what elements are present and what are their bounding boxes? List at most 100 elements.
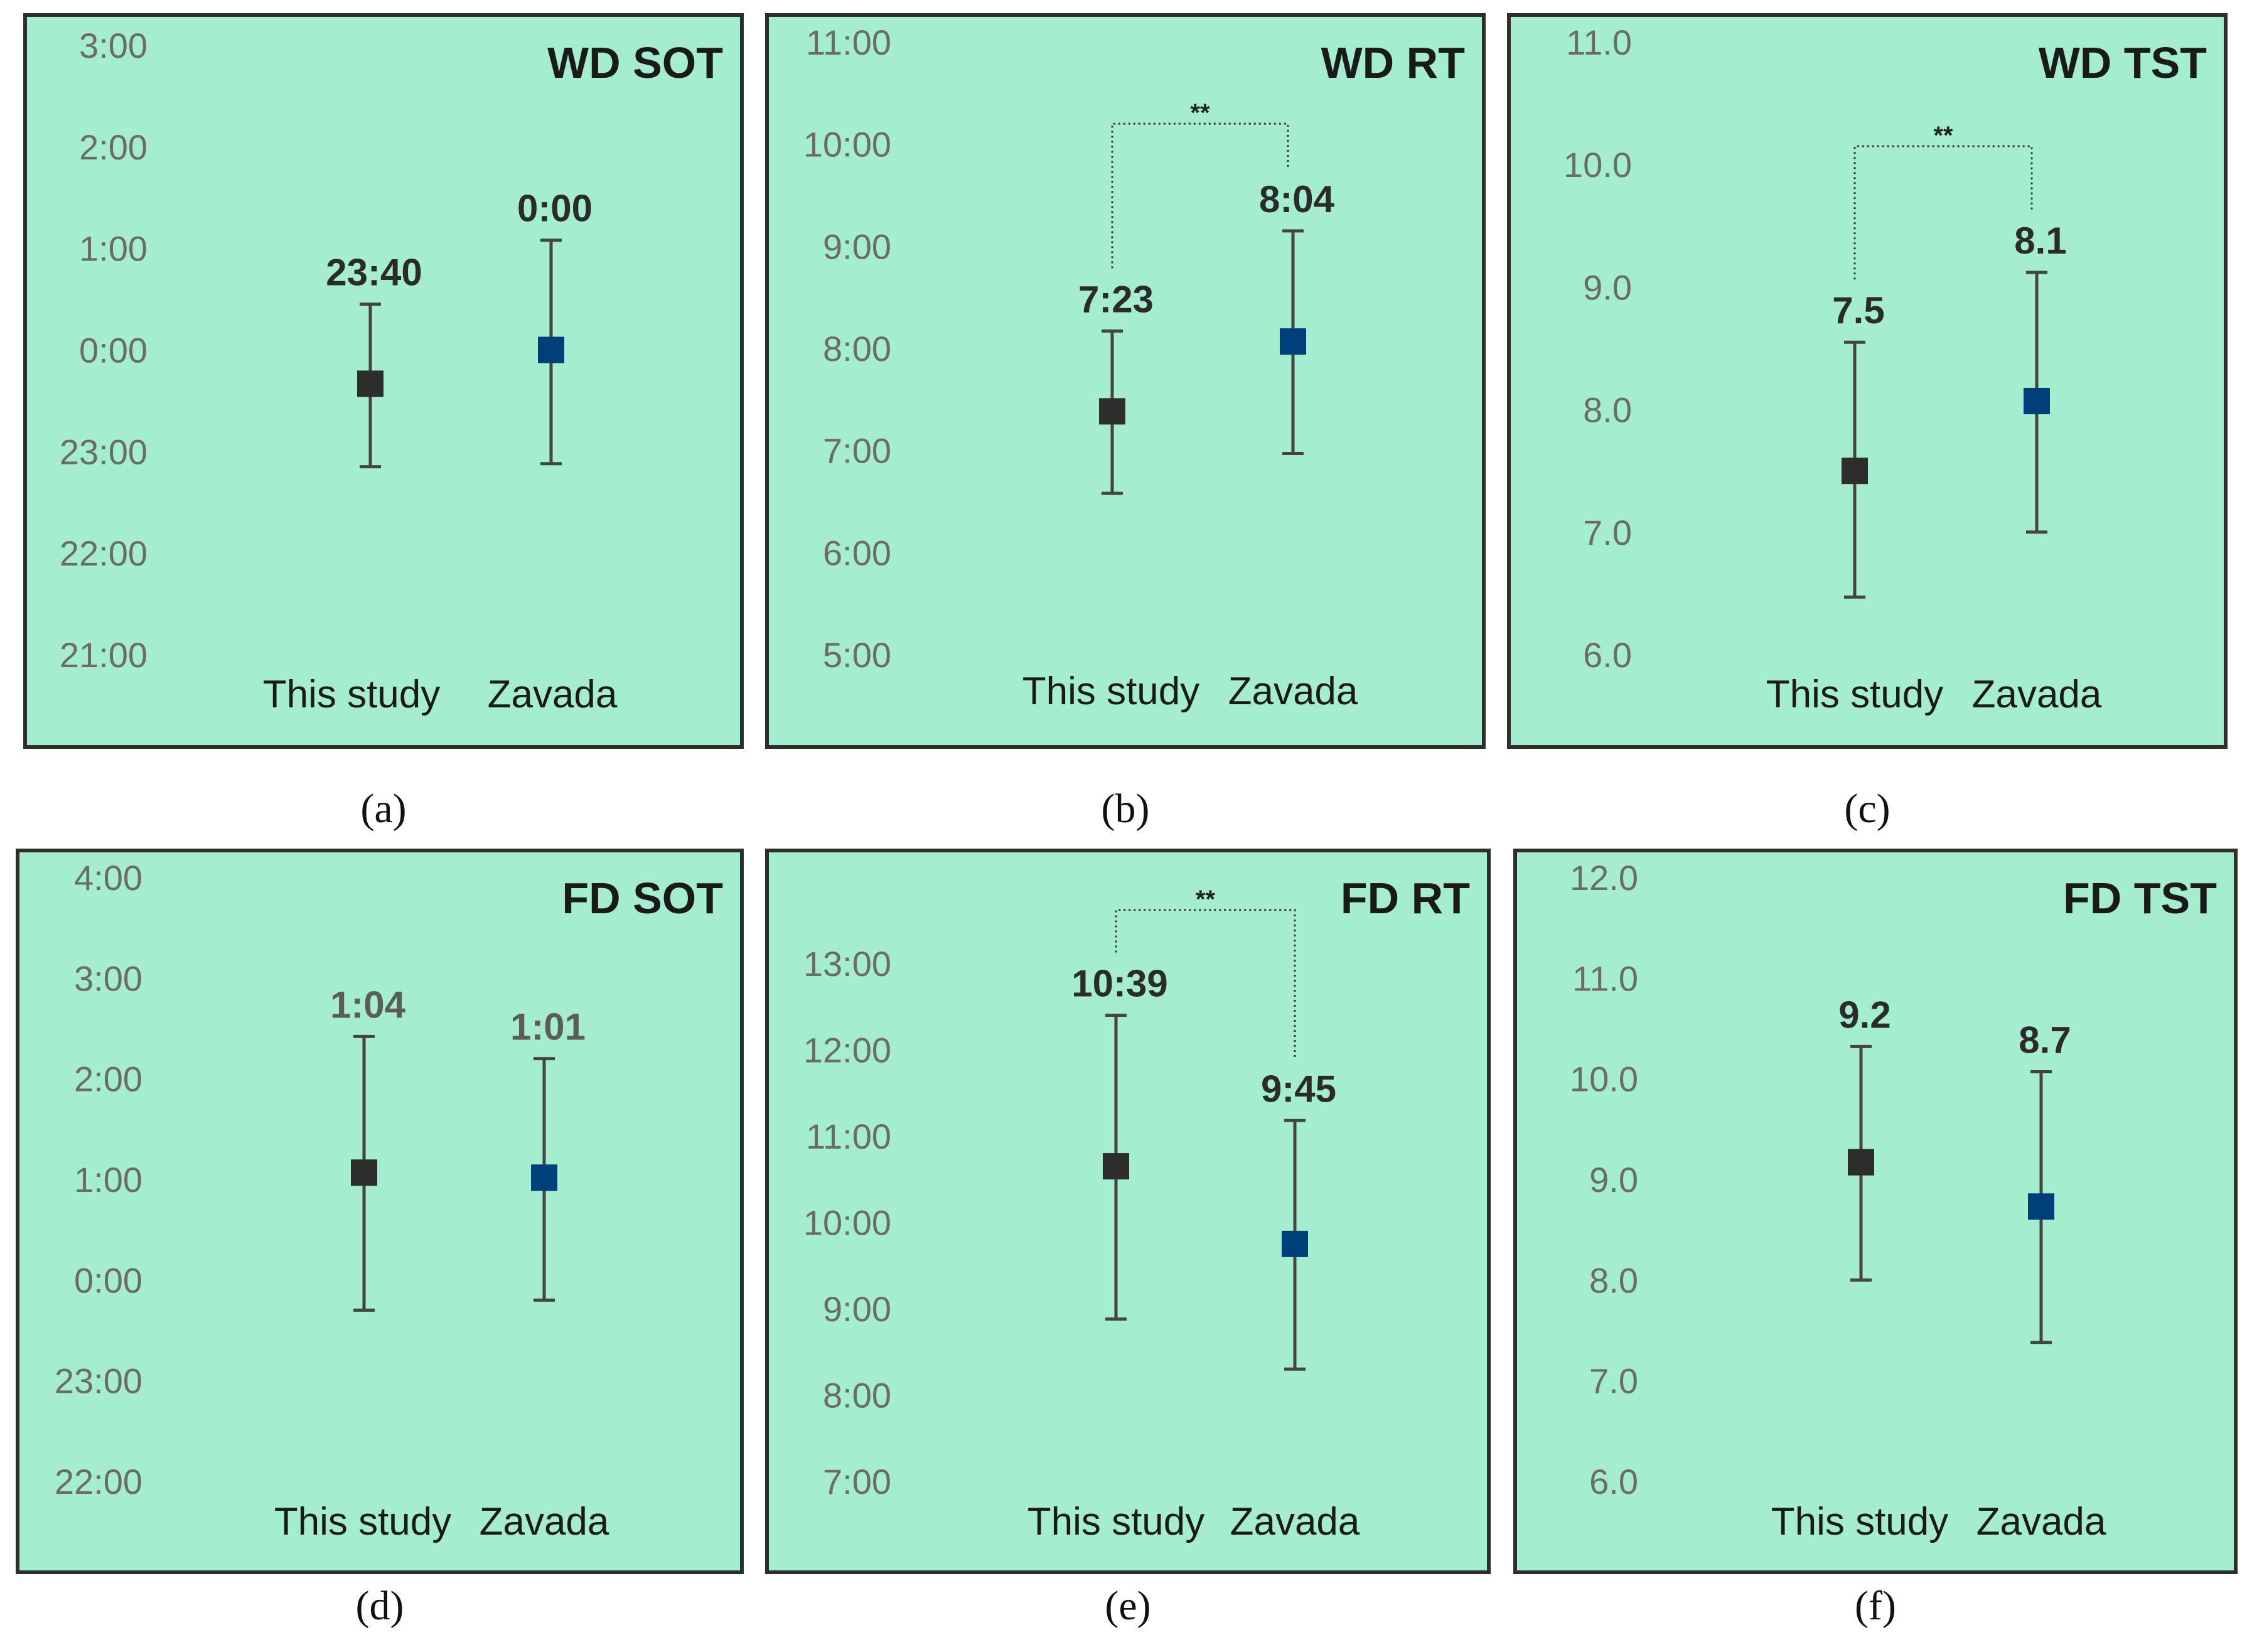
panel-background xyxy=(765,13,1486,749)
y-tick-label: 11:00 xyxy=(806,1117,891,1156)
data-label: 8:04 xyxy=(1259,178,1335,220)
x-category-label: This study xyxy=(1022,670,1200,713)
y-tick-label: 5:00 xyxy=(823,635,891,675)
y-tick-label: 13:00 xyxy=(803,944,891,984)
y-tick-label: 4:00 xyxy=(74,858,142,898)
panel-background xyxy=(765,849,1491,1574)
mean-marker xyxy=(351,1159,377,1186)
y-tick-label: 0:00 xyxy=(79,331,147,370)
y-tick-label: 22:00 xyxy=(60,534,147,573)
data-label: 9.2 xyxy=(1838,994,1890,1036)
panel-title: WD TST xyxy=(2039,38,2207,87)
panel-background xyxy=(1513,849,2238,1574)
y-tick-label: 9.0 xyxy=(1589,1160,1638,1199)
y-tick-label: 23:00 xyxy=(60,432,147,471)
x-category-label: This study xyxy=(263,673,441,716)
x-category-label: Zavada xyxy=(1228,670,1358,713)
significance-marker: ** xyxy=(1190,99,1210,127)
panel-caption: (f) xyxy=(1855,1583,1896,1629)
series-this-study: 10:39 xyxy=(1071,963,1168,1321)
panel-title: WD RT xyxy=(1321,38,1465,87)
data-label: 10:39 xyxy=(1071,963,1167,1005)
panel-caption: (a) xyxy=(360,786,406,832)
y-tick-label: 11:00 xyxy=(806,23,891,62)
panel-caption: (e) xyxy=(1105,1583,1150,1629)
data-label: 7:23 xyxy=(1078,278,1154,320)
y-tick-label: 6:00 xyxy=(823,533,891,572)
y-tick-label: 0:00 xyxy=(74,1260,142,1300)
y-tick-label: 12:00 xyxy=(803,1031,891,1070)
bracket-line xyxy=(1853,145,2033,280)
y-tick-label: 8:00 xyxy=(823,1376,891,1415)
panel-caption: (d) xyxy=(356,1583,404,1629)
y-tick-label: 7:00 xyxy=(823,1462,891,1501)
panel-caption: (b) xyxy=(1102,786,1150,832)
y-tick-label: 7:00 xyxy=(823,431,891,471)
significance-bracket: ** xyxy=(1853,122,2033,280)
y-tick-label: 8.0 xyxy=(1589,1260,1638,1300)
mean-marker xyxy=(2028,1193,2054,1220)
significance-marker: ** xyxy=(1196,886,1216,913)
data-label: 9:45 xyxy=(1261,1068,1336,1110)
mean-marker xyxy=(2024,387,2050,414)
panel-e: 13:00 12:00 11:00 10:00 9:00 8:00 7:00 FD RT Thi… xyxy=(765,849,1491,1629)
mean-marker xyxy=(1848,1149,1874,1176)
series-this-study: 9.2 xyxy=(1838,994,1891,1282)
panel-a: 3:00 2:00 1:00 0:00 23:00 22:00 21:00 WD SOT Thi… xyxy=(23,13,744,832)
panel-title: FD RT xyxy=(1341,874,1470,923)
x-category-label: This study xyxy=(1027,1500,1205,1543)
mean-marker xyxy=(538,336,564,363)
panel-title: FD SOT xyxy=(562,874,723,923)
mean-marker xyxy=(357,370,383,397)
data-label: 8.1 xyxy=(2014,220,2066,262)
x-category-label: Zavada xyxy=(480,1500,609,1543)
y-tick-label: 9:00 xyxy=(823,1289,891,1329)
significance-bracket: ** xyxy=(1115,886,1296,1058)
y-tick-label: 8.0 xyxy=(1583,390,1632,430)
y-tick-label: 9:00 xyxy=(823,227,891,266)
x-category-label: Zavada xyxy=(1976,1500,2106,1543)
y-tick-label: 10:00 xyxy=(803,1203,891,1243)
series-this-study: 23:40 xyxy=(326,252,422,469)
series-zavada: 1:01 xyxy=(510,1006,586,1302)
panel-caption: (c) xyxy=(1844,786,1890,832)
mean-marker xyxy=(1842,458,1868,485)
data-label: 8.7 xyxy=(2019,1019,2071,1061)
series-this-study: 1:04 xyxy=(330,984,406,1312)
series-this-study: 7:23 xyxy=(1078,278,1154,495)
mean-marker xyxy=(1282,1230,1308,1257)
y-tick-label: 1:00 xyxy=(74,1160,142,1199)
series-zavada: 9:45 xyxy=(1261,1068,1336,1371)
bracket-line xyxy=(1115,909,1296,1058)
panel-c: 11.0 10.0 9.0 8.0 7.0 6.0 WD TST This study Zava… xyxy=(1507,13,2228,832)
y-tick-label: 2:00 xyxy=(74,1059,142,1099)
x-category-label: Zavada xyxy=(1972,673,2102,716)
y-tick-label: 9.0 xyxy=(1583,267,1632,307)
x-category-label: This study xyxy=(274,1500,452,1543)
mean-marker xyxy=(1103,1153,1129,1180)
significance-marker: ** xyxy=(1933,122,1953,149)
y-tick-label: 2:00 xyxy=(79,127,147,167)
data-label: 0:00 xyxy=(517,188,593,230)
series-zavada: 8.1 xyxy=(2014,220,2067,534)
series-this-study: 7.5 xyxy=(1832,289,1885,599)
x-category-label: This study xyxy=(1766,673,1944,716)
y-tick-label: 10:00 xyxy=(803,125,891,164)
bracket-line xyxy=(1111,122,1289,269)
y-tick-label: 6.0 xyxy=(1589,1462,1638,1501)
y-tick-label: 23:00 xyxy=(55,1361,142,1401)
mean-marker xyxy=(1099,398,1125,425)
y-tick-label: 3:00 xyxy=(79,26,147,65)
y-tick-label: 8:00 xyxy=(823,329,891,368)
panel-title: WD SOT xyxy=(547,38,723,87)
y-tick-label: 21:00 xyxy=(60,635,147,675)
data-label: 23:40 xyxy=(326,252,422,294)
panel-d: 4:00 3:00 2:00 1:00 0:00 23:00 22:00 FD SOT This… xyxy=(16,849,744,1629)
y-tick-label: 12.0 xyxy=(1570,858,1638,898)
y-tick-label: 10.0 xyxy=(1563,145,1632,185)
series-zavada: 8:04 xyxy=(1259,178,1335,456)
y-tick-label: 3:00 xyxy=(74,958,142,998)
significance-bracket: ** xyxy=(1111,99,1289,269)
y-tick-label: 11.0 xyxy=(1566,23,1632,62)
